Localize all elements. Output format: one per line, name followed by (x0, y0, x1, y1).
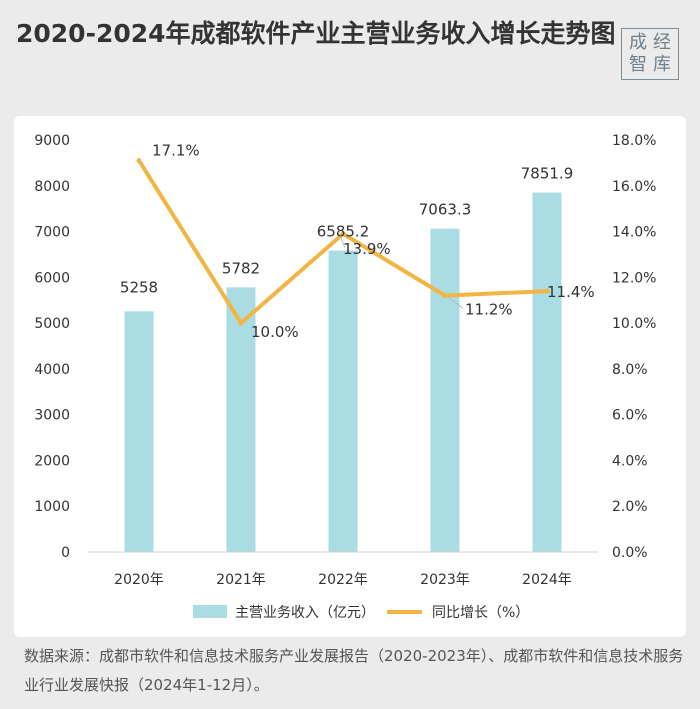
y-right-tick-label: 12.0% (612, 270, 656, 286)
y-right-tick-label: 2.0% (612, 499, 648, 515)
logo-char: 库 (653, 54, 671, 75)
y-left-tick-label: 3000 (34, 408, 70, 424)
line-value-label: 11.4% (547, 283, 595, 301)
x-tick-label: 2022年 (318, 572, 368, 588)
x-tick-label: 2021年 (216, 572, 266, 588)
y-left-tick-label: 0 (61, 545, 70, 561)
label-leader-line (447, 296, 464, 310)
bar (430, 228, 460, 552)
line-value-label: 17.1% (152, 142, 200, 160)
line-point (238, 320, 244, 326)
logo-char: 经 (653, 32, 671, 53)
source-note: 数据来源：成都市软件和信息技术服务产业发展报告（2020-2023年）、成都市软… (24, 647, 684, 694)
brand-logo: 成 经 智 库 (621, 28, 679, 80)
chart-svg: 0 1000 2000 3000 4000 5000 6000 7000 8000 9000 0.0… (34, 133, 656, 621)
y-left-tick-label: 1000 (34, 499, 70, 515)
line-value-label: 11.2% (465, 301, 513, 319)
line-value-label: 10.0% (251, 323, 299, 341)
y-right-tick-label: 16.0% (612, 179, 656, 195)
label-leader-line (339, 235, 346, 249)
y-left-tick-label: 5000 (34, 316, 70, 332)
y-right-tick-label: 14.0% (612, 225, 656, 241)
line-point (136, 158, 142, 164)
y-left-tick-label: 4000 (34, 362, 70, 378)
legend-swatch-bar (193, 605, 227, 618)
x-tick-label: 2024年 (522, 572, 572, 588)
y-left-tick-label: 2000 (34, 453, 70, 469)
y-left-tick-label: 8000 (34, 179, 70, 195)
bar (328, 250, 358, 552)
y-left-tick-label: 9000 (34, 133, 70, 149)
x-tick-label: 2023年 (420, 572, 470, 588)
logo-char: 成 (629, 32, 647, 53)
legend-label: 同比增长（%） (432, 605, 529, 621)
line-value-label: 13.9% (343, 240, 391, 258)
y-right-tick-label: 6.0% (612, 408, 648, 424)
y-left-tick-label: 6000 (34, 270, 70, 286)
line-point (340, 231, 346, 237)
bar (532, 192, 562, 552)
y-right-tick-label: 0.0% (612, 545, 648, 561)
line-point (544, 288, 550, 294)
chart-card: 0 1000 2000 3000 4000 5000 6000 7000 8000 9000 0.0… (14, 116, 686, 637)
bar-value-label: 7063.3 (419, 201, 472, 219)
bar-value-label: 7851.9 (521, 165, 574, 183)
bar-value-label: 5258 (120, 278, 158, 296)
legend-label: 主营业务收入（亿元） (235, 605, 375, 621)
logo-char: 智 (629, 54, 647, 75)
y-right-tick-label: 4.0% (612, 453, 648, 469)
bar-value-label: 5782 (222, 259, 260, 277)
chart-title: 2020-2024年成都软件产业主营业务收入增长走势图 (16, 19, 616, 48)
bar (124, 311, 154, 552)
y-left-tick-label: 7000 (34, 225, 70, 241)
line-point (442, 293, 448, 299)
y-right-tick-label: 10.0% (612, 316, 656, 332)
y-right-tick-label: 18.0% (612, 133, 656, 149)
y-right-tick-label: 8.0% (612, 362, 648, 378)
bar (226, 287, 256, 552)
bar-value-label: 6585.2 (317, 223, 370, 241)
x-tick-label: 2020年 (114, 572, 164, 588)
